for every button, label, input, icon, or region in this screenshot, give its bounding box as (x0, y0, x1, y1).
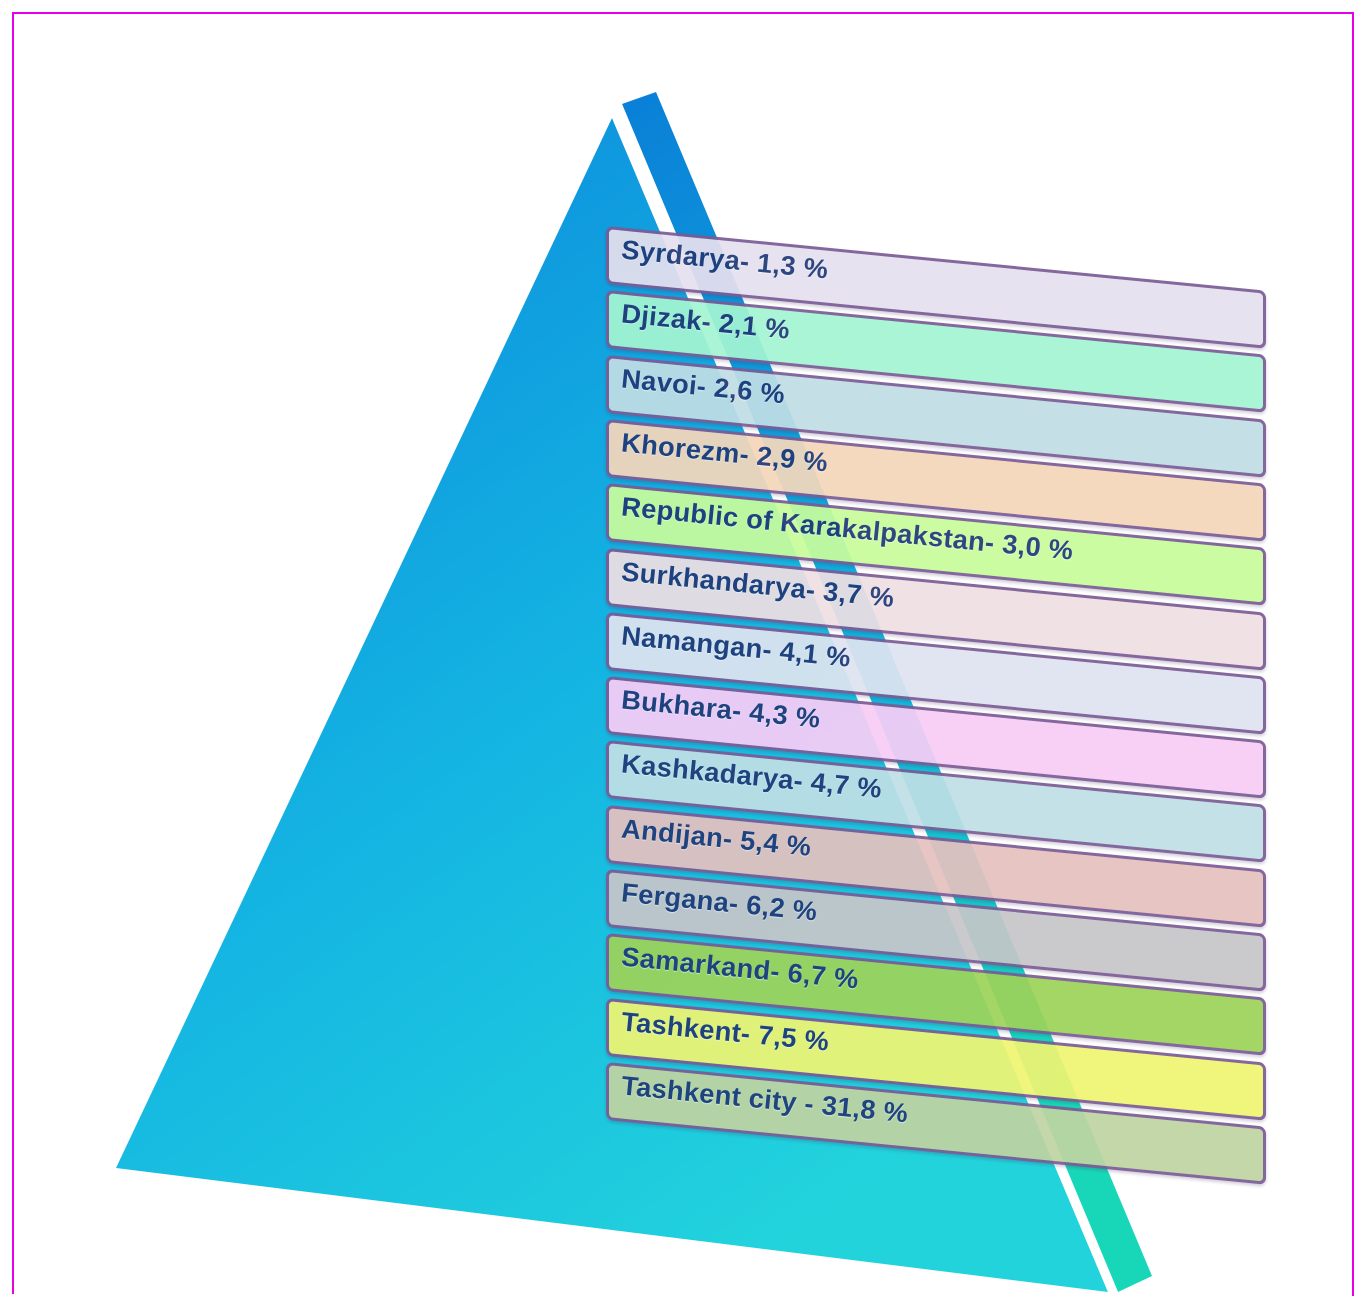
region-label: Djizak- 2,1 % (620, 298, 792, 346)
region-label: Andijan- 5,4 % (620, 813, 813, 862)
page-frame (12, 12, 1354, 1294)
region-label: Samarkand- 6,7 % (620, 941, 861, 995)
region-label: Fergana- 6,2 % (620, 877, 819, 927)
region-label: Khorezm- 2,9 % (620, 427, 830, 478)
region-label: Tashkent- 7,5 % (620, 1006, 831, 1057)
page-frame-right-edge (1352, 12, 1354, 1296)
region-label: Bukhara- 4,3 % (620, 684, 822, 734)
region-label: Kashkadarya- 4,7 % (620, 749, 884, 805)
region-label: Syrdarya- 1,3 % (620, 234, 830, 285)
region-label: Namangan- 4,1 % (620, 620, 853, 673)
region-label: Navoi- 2,6 % (620, 363, 787, 409)
